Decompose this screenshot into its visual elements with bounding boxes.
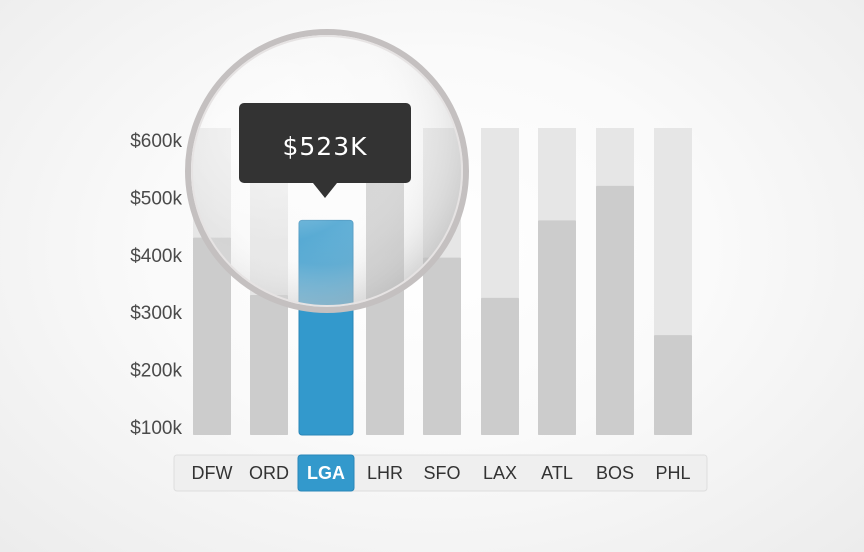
value-tooltip: $523K: [239, 103, 411, 198]
x-label-lga[interactable]: LGA: [307, 463, 345, 483]
tooltip-value: $523K: [282, 132, 367, 161]
tooltip-box: [239, 103, 411, 183]
y-tick-label: $500k: [130, 188, 182, 209]
y-tick-label: $100k: [130, 418, 182, 439]
x-label-dfw[interactable]: DFW: [192, 463, 233, 483]
bar-sfo[interactable]: [423, 257, 461, 435]
magnifier-rim-inner: [191, 35, 463, 307]
y-axis: $100k $200k $300k $400k $500k $600k: [130, 131, 182, 439]
x-label-atl[interactable]: ATL: [541, 463, 573, 483]
tooltip-pointer: [313, 183, 337, 198]
x-label-ord[interactable]: ORD: [249, 463, 289, 483]
x-label-lax[interactable]: LAX: [483, 463, 517, 483]
y-tick-label: $600k: [130, 131, 182, 152]
x-axis-labels: DFW ORD LGA LHR SFO LAX ATL BOS PHL: [192, 454, 691, 492]
magnifier-rim: [185, 29, 469, 313]
x-label-bos[interactable]: BOS: [596, 463, 634, 483]
bar-phl[interactable]: [654, 335, 692, 435]
bar-atl[interactable]: [538, 220, 576, 435]
x-label-selected-highlight: [297, 454, 355, 492]
y-tick-label: $200k: [130, 361, 182, 382]
bar-bos[interactable]: [596, 185, 634, 435]
y-tick-label: $300k: [130, 303, 182, 324]
x-label-sfo[interactable]: SFO: [423, 463, 460, 483]
x-label-lhr[interactable]: LHR: [367, 463, 403, 483]
x-label-phl[interactable]: PHL: [655, 463, 690, 483]
y-tick-label: $400k: [130, 246, 182, 267]
bar-dfw[interactable]: [193, 237, 231, 435]
bar-lax[interactable]: [481, 297, 519, 435]
bar-ord[interactable]: [250, 294, 288, 435]
